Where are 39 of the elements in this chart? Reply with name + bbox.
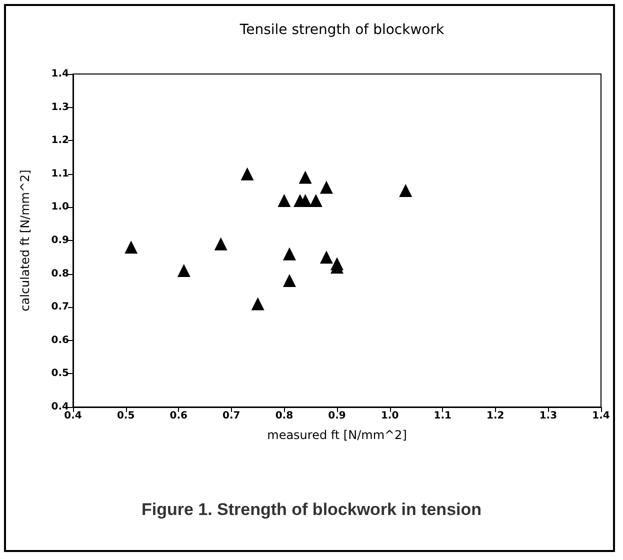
point (177, 264, 190, 277)
y-tick-label: 1.1 (51, 168, 70, 180)
point (251, 297, 264, 310)
x-axis-title: measured ft [N/mm^2] (267, 428, 407, 442)
y-tick-label: 0.9 (51, 235, 70, 246)
x-tick-label: 1.1 (434, 410, 452, 422)
y-tick-label: 0.7 (51, 302, 70, 313)
y-tick-label: 0.6 (51, 334, 70, 346)
point (399, 184, 412, 198)
x-tick-label: 1.0 (380, 410, 399, 422)
x-tick-label: 1.4 (592, 410, 610, 422)
x-tick-label: 0.9 (328, 410, 346, 422)
point (278, 194, 291, 208)
x-tick-label: 0.8 (275, 410, 294, 422)
y-tick-label: 0.4 (51, 402, 70, 412)
point (124, 240, 138, 254)
y-tick-label: 0.5 (51, 368, 70, 380)
point (282, 274, 296, 287)
point (282, 247, 296, 260)
point (309, 194, 322, 208)
x-tick-label: 0.6 (170, 410, 188, 422)
point (298, 170, 312, 184)
x-tick-label: 0.7 (222, 410, 240, 422)
x-tick-label: 1.2 (486, 410, 504, 422)
y-tick-label: 1.2 (51, 135, 70, 146)
x-tick-label: 0.4 (64, 410, 82, 422)
point (240, 167, 254, 180)
y-axis-title: calculated ft [N/mm^2] (18, 170, 32, 312)
y-tick-label: 1.3 (51, 102, 70, 113)
caption: Figure 1. Strength of blockwork in tension (140, 500, 483, 520)
x-tick-label: 1.3 (539, 410, 558, 422)
y-tick-label: 1.0 (51, 202, 70, 213)
point (320, 180, 333, 194)
point (214, 237, 228, 250)
x-tick-label: 0.5 (116, 410, 135, 422)
y-tick-label: 1.4 (51, 68, 70, 80)
y-tick-label: 0.8 (51, 268, 70, 280)
point (320, 250, 333, 264)
chart-title: Tensile strength of blockwork (238, 22, 445, 38)
